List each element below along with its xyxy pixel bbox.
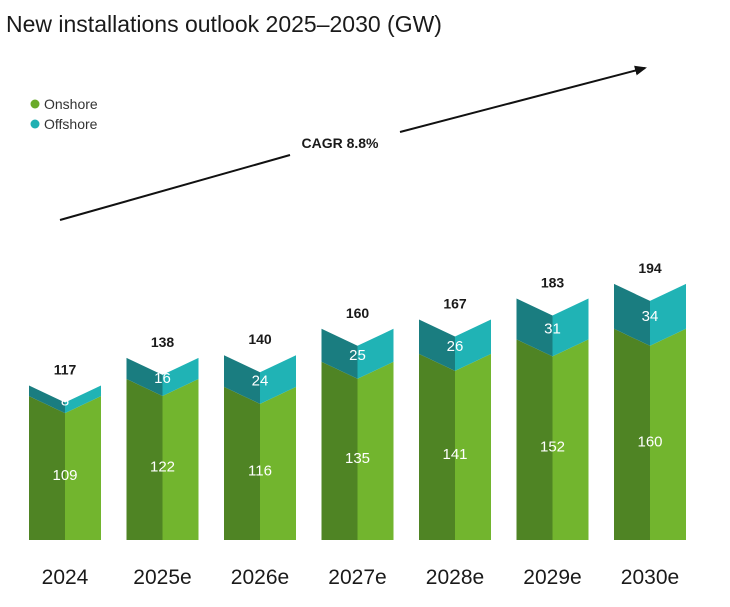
bar-offshore-right-face bbox=[162, 357, 199, 396]
legend-onshore-label: Onshore bbox=[44, 96, 98, 112]
total-value-label: 194 bbox=[638, 260, 662, 276]
total-value-label: 167 bbox=[443, 296, 467, 312]
bar-onshore-right-face bbox=[162, 378, 199, 540]
bar-2024: 109 8 117 2024 bbox=[29, 362, 101, 589]
onshore-value-label: 160 bbox=[637, 433, 662, 450]
bar-onshore-left-face bbox=[126, 378, 163, 540]
bar-2027e: 135 25 160 2027e bbox=[321, 305, 394, 589]
chart-title: New installations outlook 2025–2030 (GW) bbox=[6, 11, 442, 37]
bar-onshore-left-face bbox=[29, 396, 65, 540]
offshore-value-label: 34 bbox=[642, 308, 659, 325]
bar-onshore-right-face bbox=[260, 386, 296, 540]
bar-offshore-left-face bbox=[224, 355, 260, 404]
bar-onshore-left-face bbox=[419, 353, 455, 540]
bar-onshore-left-face bbox=[614, 328, 650, 540]
onshore-value-label: 122 bbox=[150, 458, 175, 475]
bar-offshore-left-face bbox=[29, 385, 65, 414]
cagr-line-left bbox=[59, 154, 291, 221]
bar-offshore-right-face bbox=[260, 355, 296, 404]
bar-onshore-left-face bbox=[321, 361, 358, 540]
onshore-value-label: 109 bbox=[52, 467, 77, 484]
bar-offshore-left-face bbox=[419, 319, 455, 371]
bar-2026e: 116 24 140 2026e bbox=[224, 331, 296, 589]
bar-onshore-left-face bbox=[224, 386, 260, 540]
cagr-arrow bbox=[399, 65, 647, 133]
legend-offshore-label: Offshore bbox=[44, 116, 98, 132]
bar-offshore-left-face bbox=[126, 357, 163, 396]
bar-offshore-left-face bbox=[614, 283, 650, 346]
cagr-label: CAGR 8.8% bbox=[301, 135, 379, 151]
legend-offshore-swatch bbox=[30, 119, 40, 129]
offshore-value-label: 26 bbox=[447, 338, 464, 355]
bar-2029e: 152 31 183 2029e bbox=[516, 274, 589, 589]
bar-2028e: 141 26 167 2028e bbox=[419, 296, 491, 589]
total-value-label: 117 bbox=[54, 362, 77, 378]
legend-onshore-swatch bbox=[30, 99, 40, 109]
bar-onshore-right-face bbox=[650, 328, 686, 540]
onshore-value-label: 141 bbox=[442, 446, 467, 463]
bar-onshore-right-face bbox=[552, 339, 589, 540]
category-label: 2027e bbox=[328, 566, 386, 589]
bar-offshore-right-face bbox=[357, 328, 394, 379]
category-label: 2026e bbox=[231, 566, 289, 589]
category-label: 2028e bbox=[426, 566, 484, 589]
total-value-label: 140 bbox=[248, 331, 272, 347]
legend: Onshore Offshore bbox=[30, 96, 98, 132]
total-value-label: 138 bbox=[151, 334, 175, 350]
bar-2030e: 160 34 194 2030e bbox=[614, 260, 686, 589]
onshore-value-label: 116 bbox=[248, 462, 272, 479]
category-label: 2025e bbox=[133, 566, 191, 589]
total-value-label: 183 bbox=[541, 274, 565, 290]
bar-offshore-right-face bbox=[455, 319, 491, 371]
offshore-value-label: 25 bbox=[349, 347, 366, 364]
bar-onshore-right-face bbox=[65, 396, 101, 540]
total-value-label: 160 bbox=[346, 305, 370, 321]
bars: 109 8 117 2024 122 16 138 2025e 116 24 140 2026e 135… bbox=[29, 260, 686, 589]
category-label: 2030e bbox=[621, 566, 679, 589]
bar-offshore-right-face bbox=[650, 283, 686, 346]
category-label: 2024 bbox=[42, 566, 89, 589]
offshore-value-label: 31 bbox=[544, 320, 561, 337]
category-label: 2029e bbox=[523, 566, 581, 589]
offshore-value-label: 16 bbox=[154, 370, 171, 387]
bar-onshore-left-face bbox=[516, 339, 553, 540]
bar-offshore-left-face bbox=[321, 328, 358, 379]
onshore-value-label: 152 bbox=[540, 439, 565, 456]
bar-onshore-right-face bbox=[357, 361, 394, 540]
onshore-value-label: 135 bbox=[345, 450, 370, 467]
bar-2025e: 122 16 138 2025e bbox=[126, 334, 199, 589]
offshore-value-label: 8 bbox=[61, 392, 69, 409]
cagr-annotation: CAGR 8.8% bbox=[59, 65, 647, 221]
bar-offshore-left-face bbox=[516, 298, 553, 357]
bar-onshore-right-face bbox=[455, 353, 491, 540]
offshore-value-label: 24 bbox=[252, 373, 269, 390]
bar-offshore-right-face bbox=[552, 298, 589, 357]
bar-offshore-right-face bbox=[65, 385, 101, 414]
